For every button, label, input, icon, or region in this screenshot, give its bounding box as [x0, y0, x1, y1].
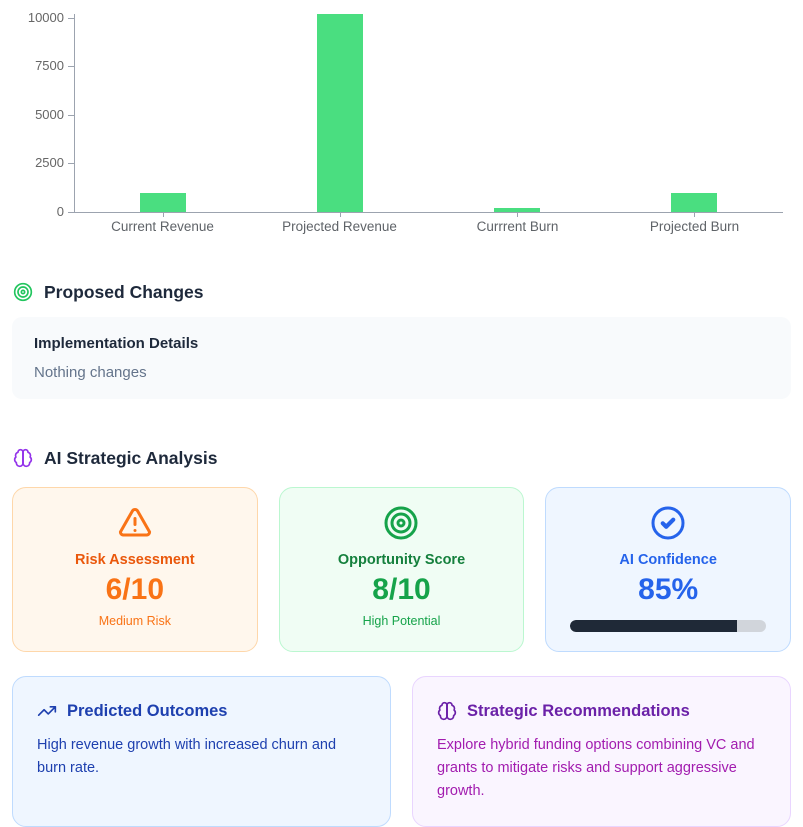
- alert-triangle-icon: [118, 508, 151, 537]
- metric-value: 85%: [638, 573, 699, 606]
- outcome-card-header: Strategic Recommendations: [437, 701, 766, 721]
- chart-bar[interactable]: [494, 208, 540, 212]
- y-tick-label: 10000: [27, 10, 64, 25]
- metric-cards-row: Risk Assessment 6/10 Medium Risk Opportu…: [12, 487, 791, 652]
- metric-value: 6/10: [105, 573, 165, 606]
- brain-icon: [437, 701, 457, 721]
- x-axis-line: [74, 212, 783, 213]
- x-tick: [517, 212, 518, 217]
- ai-analysis-heading: AI Strategic Analysis: [0, 445, 803, 471]
- strategic-recommendations-card: Strategic Recommendations Explore hybrid…: [412, 676, 791, 827]
- risk-assessment-card: Risk Assessment 6/10 Medium Risk: [12, 487, 258, 652]
- y-tick-label: 0: [56, 204, 64, 219]
- opportunity-score-card: Opportunity Score 8/10 High Potential: [278, 487, 525, 652]
- metric-title: Risk Assessment: [75, 552, 195, 568]
- confidence-progress-track: [570, 620, 766, 632]
- outcome-body: Explore hybrid funding options combining…: [437, 737, 755, 800]
- chart-bar[interactable]: [671, 193, 717, 212]
- y-axis-line: [74, 14, 75, 212]
- trending-up-icon: [37, 706, 57, 716]
- y-tick: [68, 115, 74, 116]
- brain-icon: [13, 448, 33, 468]
- metric-subtitle: High Potential: [362, 614, 441, 628]
- target-icon: [384, 506, 418, 540]
- metric-title: AI Confidence: [619, 552, 717, 568]
- y-tick: [68, 212, 74, 213]
- bar-chart: 0 2500 5000 7500 10000 Current Revenue Project…: [0, 0, 803, 245]
- metric-value: 8/10: [372, 573, 431, 606]
- y-tick: [68, 18, 74, 19]
- x-tick: [694, 212, 695, 217]
- proposed-changes-heading: Proposed Changes: [0, 279, 803, 305]
- outcome-title: Strategic Recommendations: [467, 701, 690, 720]
- metric-title: Opportunity Score: [337, 552, 466, 568]
- implementation-details-box: Implementation Details Nothing changes: [12, 317, 791, 399]
- y-tick-label: 5000: [35, 107, 64, 122]
- y-tick: [68, 163, 74, 164]
- y-tick-label: 7500: [35, 58, 64, 73]
- metric-subtitle: Medium Risk: [98, 614, 171, 628]
- confidence-progress-fill: [570, 620, 737, 632]
- target-icon: [13, 282, 33, 302]
- y-tick-label: 2500: [35, 155, 64, 170]
- implementation-details-title: Implementation Details: [34, 335, 199, 352]
- outcome-cards-row: Predicted Outcomes High revenue growth w…: [12, 676, 791, 827]
- x-tick: [340, 212, 341, 217]
- outcome-body: High revenue growth with increased churn…: [37, 737, 337, 777]
- x-tick-label: Projected Burn: [649, 219, 740, 234]
- outcome-title: Predicted Outcomes: [67, 701, 228, 720]
- chart-bar[interactable]: [317, 14, 363, 212]
- implementation-details-body: Nothing changes: [34, 364, 147, 381]
- predicted-outcomes-card: Predicted Outcomes High revenue growth w…: [12, 676, 391, 827]
- outcome-card-header: Predicted Outcomes: [37, 701, 366, 721]
- x-tick-label: Projected Revenue: [282, 219, 397, 234]
- circle-check-icon: [651, 506, 685, 540]
- chart-bar[interactable]: [140, 193, 186, 212]
- section-title: AI Strategic Analysis: [44, 447, 218, 468]
- x-tick-label: Currrent Burn: [476, 219, 559, 234]
- y-tick: [68, 66, 74, 67]
- x-tick: [163, 212, 164, 217]
- x-tick-label: Current Revenue: [111, 219, 214, 234]
- ai-confidence-card: AI Confidence 85%: [545, 487, 791, 652]
- section-title: Proposed Changes: [44, 281, 204, 302]
